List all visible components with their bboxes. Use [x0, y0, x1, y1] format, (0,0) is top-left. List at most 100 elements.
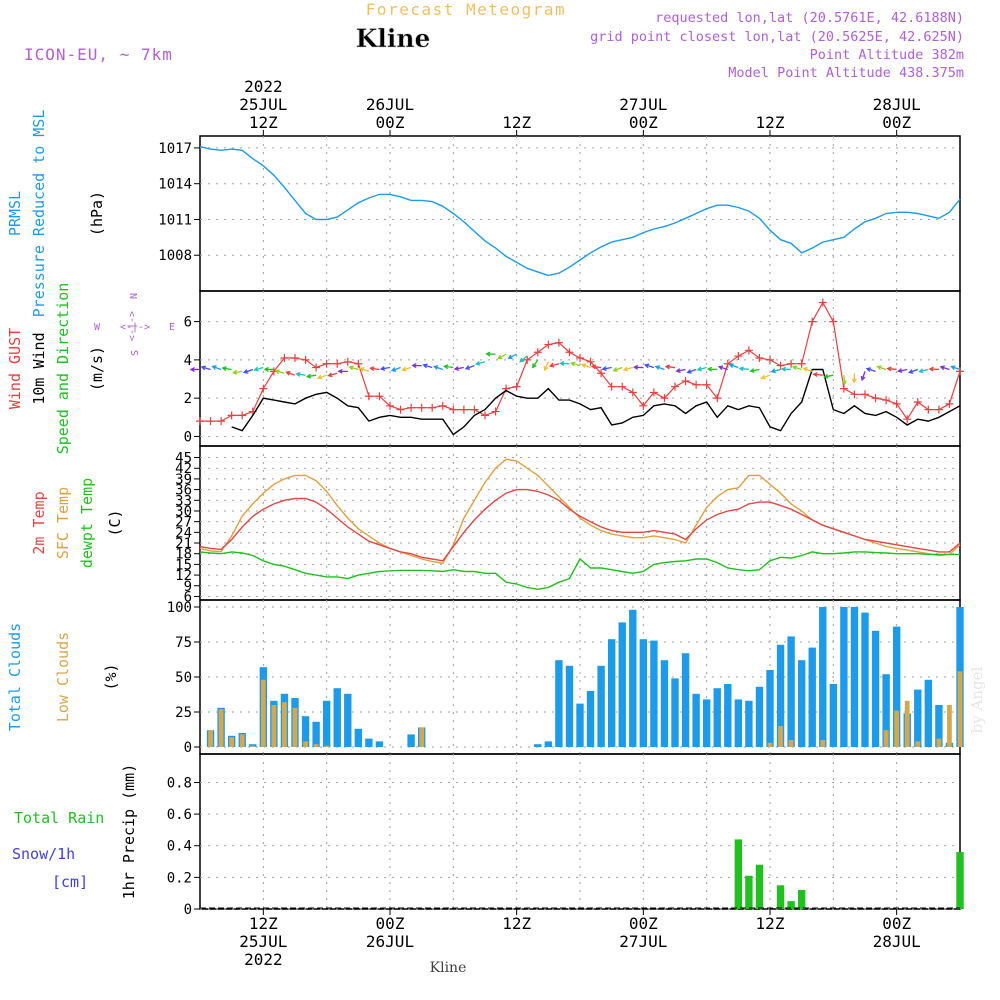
wind-label: 10m Wind — [30, 332, 48, 404]
bar-clouds-low-clouds — [303, 741, 308, 747]
compass-rose: N S W E <-|-> <-|-> — [94, 293, 175, 356]
temp-ytick-label: 6 — [184, 589, 192, 605]
gust-point — [312, 363, 321, 372]
gust-point — [956, 367, 964, 376]
location-title: Kline — [356, 24, 431, 53]
bar-clouds-total-clouds — [850, 607, 859, 747]
temp-ytick-label: 24 — [175, 525, 192, 541]
gust-point — [544, 340, 553, 349]
gust-point — [512, 382, 521, 391]
wind-arrow — [696, 366, 707, 372]
wind-arrow — [928, 366, 939, 372]
bottom-time-axis-label: 12Z — [249, 914, 278, 933]
gust-point — [787, 359, 796, 368]
temp-label: 2m Temp — [30, 491, 48, 554]
top-time-axis-label: 00Z — [882, 113, 911, 132]
bar-clouds-low-clouds — [218, 709, 224, 747]
bar-clouds-total-clouds — [882, 674, 890, 747]
gust-point — [238, 411, 247, 420]
panel-pressure: 1008 1011 1014 1017 PRMSL Pressure Reduced to… — [6, 110, 961, 317]
wind-ytick-label: 6 — [184, 315, 192, 331]
bar-clouds-total-clouds — [766, 670, 774, 747]
bar-clouds-total-clouds — [681, 653, 690, 747]
gust-point — [449, 405, 458, 414]
gust-point — [892, 399, 901, 408]
bar-clouds-low-clouds — [915, 741, 921, 747]
wind-arrow — [548, 362, 560, 368]
wind-frame — [199, 290, 961, 447]
precip-label: Snow/1h — [12, 845, 75, 863]
bar-clouds-total-clouds — [861, 612, 869, 747]
bar-clouds-low-clouds — [788, 740, 794, 747]
bar-clouds-low-clouds — [936, 738, 942, 747]
wind-arrow — [823, 373, 834, 379]
bar-clouds-low-clouds — [292, 707, 298, 747]
wind-ytick-label: 2 — [184, 391, 192, 407]
pressure-frame — [199, 135, 961, 292]
temp-series — [199, 488, 961, 562]
requested-coords: requested lon,lat (20.5761E, 42.6188N) — [655, 10, 964, 26]
pressure-label: (hPa) — [88, 191, 106, 236]
wind-arrow — [543, 361, 549, 372]
gust-point — [934, 405, 943, 414]
panel-wind: 0 2 4 6 Wind GUST 10m Wind Speed and Direction… — [6, 283, 964, 454]
wind-arrow — [337, 368, 348, 374]
bar-clouds-total-clouds — [935, 705, 943, 747]
bar-clouds-total-clouds — [618, 622, 626, 747]
bar-clouds-low-clouds — [957, 671, 963, 747]
bottom-time-axis-label: 00Z — [376, 914, 405, 933]
gust-point — [818, 298, 827, 307]
wind-arrow — [841, 375, 847, 386]
temp-label: SFC Temp — [54, 487, 72, 559]
bar-clouds-total-clouds — [724, 684, 732, 747]
bar-clouds-total-clouds — [829, 684, 838, 747]
bottom-time-axis-label: 12Z — [502, 914, 531, 933]
gust-point — [671, 382, 679, 391]
wind-arrow — [570, 361, 581, 367]
top-time-axis-label: 00Z — [629, 113, 658, 132]
bar-clouds-total-clouds — [544, 741, 553, 747]
panel-precip: 0 0.2 0.4 0.6 0.8 Total Rain Snow/1h [cm] 1hr Pr… — [12, 753, 964, 918]
wind-arrow — [474, 360, 486, 366]
clouds-label: Low Clouds — [54, 632, 72, 722]
wind-arrow — [908, 368, 919, 374]
wind-arrow — [359, 367, 370, 372]
precip-ytick-label: 0.4 — [167, 839, 192, 855]
precip-label: [cm] — [52, 873, 88, 891]
gust-point — [196, 417, 204, 426]
wind-arrow — [802, 367, 813, 372]
gust-point — [734, 352, 743, 361]
wind-arrow — [686, 368, 697, 374]
wind-arrow — [390, 366, 401, 372]
gust-point — [396, 405, 405, 414]
wind-arrow — [433, 365, 443, 371]
top-time-axis-label: 12Z — [756, 113, 785, 132]
pressure-ytick-label: 1017 — [158, 141, 192, 157]
wind-arrow — [580, 363, 591, 369]
gust-point — [364, 392, 373, 401]
wind-arrow — [612, 366, 623, 372]
panel-clouds: 0 25 50 75 100 Total Clouds Low Clouds (%) — [6, 599, 964, 756]
gust-point — [755, 353, 764, 362]
compass-arrows: <-|-> — [120, 322, 150, 333]
bottom-time-axis-label: 00Z — [629, 914, 658, 933]
bar-clouds-low-clouds — [778, 726, 783, 747]
bar-clouds-total-clouds — [333, 688, 341, 747]
bar-clouds-total-clouds — [597, 665, 605, 747]
precip-label: Total Rain — [14, 809, 104, 827]
gust-point — [681, 376, 690, 385]
temp-ytick-label: 36 — [175, 483, 192, 499]
precip-ytick-label: 0.6 — [167, 807, 192, 823]
bar-clouds-total-clouds — [407, 734, 415, 747]
precip-frame — [199, 753, 961, 910]
bar-precip-1hr-precip — [797, 890, 806, 909]
bar-clouds-total-clouds — [671, 678, 679, 747]
pressure-label: PRMSL — [6, 191, 24, 236]
wind-ytick-label: 0 — [184, 429, 192, 445]
gust-point — [607, 382, 616, 391]
wind-arrow — [243, 368, 253, 374]
wind-arrow — [812, 372, 823, 378]
bar-clouds-low-clouds — [208, 730, 213, 747]
grid-point-coords: grid point closest lon,lat (20.5625E, 42… — [590, 29, 964, 45]
